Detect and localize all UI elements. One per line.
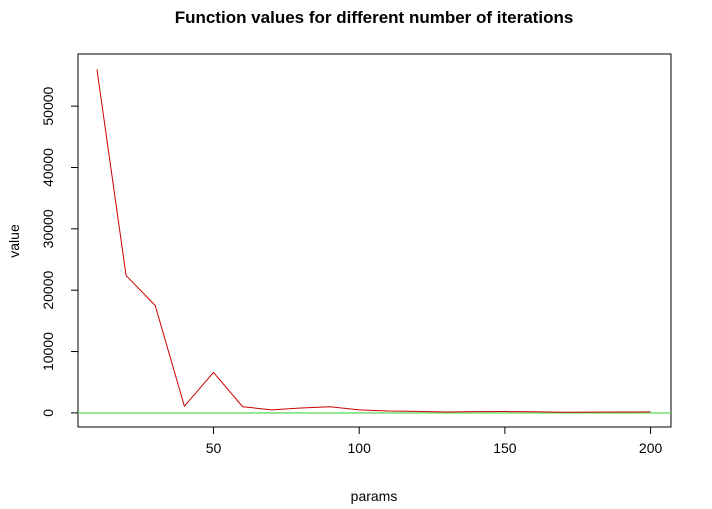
y-axis: 0 10000 20000 30000 40000 50000 — [40, 86, 79, 417]
series-line — [96, 69, 651, 413]
y-tick-label: 0 — [40, 409, 56, 417]
x-axis-label: params — [351, 488, 398, 504]
chart-title: Function values for different number of … — [175, 8, 574, 27]
y-tick-label: 30000 — [40, 209, 56, 248]
y-tick-label: 10000 — [40, 332, 56, 371]
x-tick-label: 150 — [493, 440, 517, 456]
y-tick-label: 50000 — [40, 86, 56, 125]
x-axis: 50 100 150 200 — [206, 426, 663, 456]
y-tick-label: 20000 — [40, 271, 56, 310]
x-tick-label: 100 — [348, 440, 372, 456]
y-axis-label: value — [6, 224, 22, 258]
x-tick-label: 200 — [639, 440, 663, 456]
y-tick-label: 40000 — [40, 148, 56, 187]
series-layer — [96, 69, 651, 413]
x-tick-label: 50 — [206, 440, 222, 456]
plot-frame — [77, 53, 672, 428]
